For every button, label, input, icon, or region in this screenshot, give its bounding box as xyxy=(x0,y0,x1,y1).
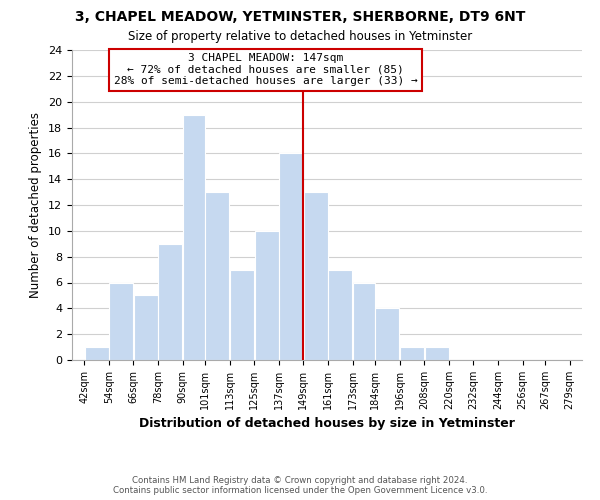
Bar xyxy=(134,296,158,360)
Bar xyxy=(353,282,375,360)
Bar xyxy=(279,154,303,360)
Bar xyxy=(85,347,109,360)
Bar xyxy=(205,192,229,360)
Bar xyxy=(109,282,133,360)
Bar xyxy=(400,347,424,360)
Bar xyxy=(230,270,254,360)
Text: Size of property relative to detached houses in Yetminster: Size of property relative to detached ho… xyxy=(128,30,472,43)
Text: 3, CHAPEL MEADOW, YETMINSTER, SHERBORNE, DT9 6NT: 3, CHAPEL MEADOW, YETMINSTER, SHERBORNE,… xyxy=(75,10,525,24)
Bar xyxy=(376,308,400,360)
Bar xyxy=(425,347,449,360)
Text: Contains HM Land Registry data © Crown copyright and database right 2024.
Contai: Contains HM Land Registry data © Crown c… xyxy=(113,476,487,495)
Text: 3 CHAPEL MEADOW: 147sqm
← 72% of detached houses are smaller (85)
28% of semi-de: 3 CHAPEL MEADOW: 147sqm ← 72% of detache… xyxy=(114,53,418,86)
Bar xyxy=(328,270,352,360)
Bar xyxy=(183,114,205,360)
Bar xyxy=(304,192,328,360)
X-axis label: Distribution of detached houses by size in Yetminster: Distribution of detached houses by size … xyxy=(139,418,515,430)
Bar xyxy=(254,231,278,360)
Bar xyxy=(158,244,182,360)
Y-axis label: Number of detached properties: Number of detached properties xyxy=(29,112,43,298)
